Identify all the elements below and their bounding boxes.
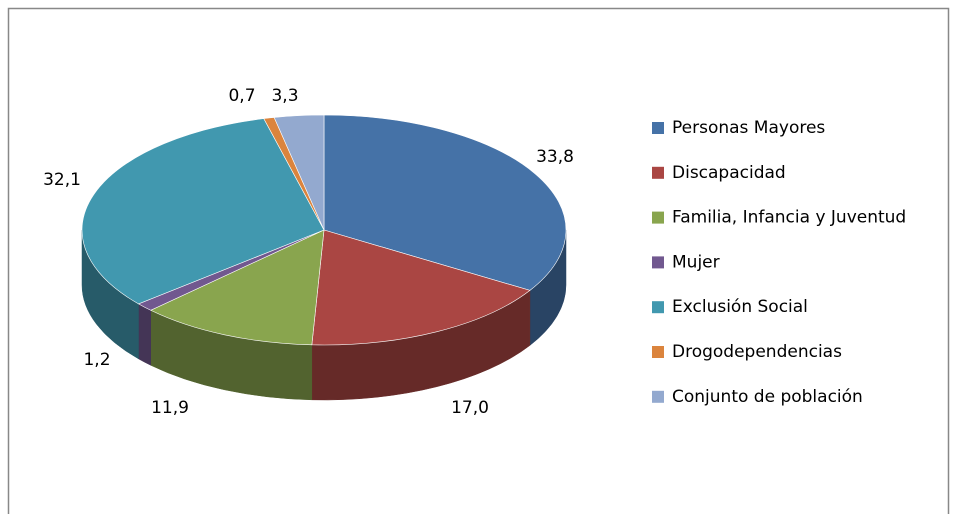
slice: [273, 114, 325, 231]
slice: [311, 229, 531, 346]
data-label: 1,2: [83, 350, 110, 370]
data-label: 0,7: [228, 86, 255, 106]
legend-label: Conjunto de población: [672, 387, 863, 407]
legend-swatch: [652, 256, 664, 269]
slice: [323, 114, 567, 291]
slice: [81, 118, 325, 305]
legend-label: Drogodependencias: [672, 342, 842, 362]
legend-swatch: [652, 301, 664, 314]
slice: [150, 229, 325, 346]
slice-side: [138, 303, 151, 366]
data-label: 11,9: [151, 398, 189, 418]
legend-label: Familia, Infancia y Juventud: [672, 208, 906, 228]
legend-label: Personas Mayores: [672, 118, 825, 138]
legend-swatch: [652, 346, 664, 358]
data-label: 33,8: [536, 147, 574, 167]
legend-label: Exclusión Social: [672, 297, 808, 317]
legend-label: Discapacidad: [672, 163, 786, 183]
data-label: 32,1: [43, 170, 81, 190]
data-label: 17,0: [451, 398, 489, 418]
legend-swatch: [652, 211, 664, 224]
legend-swatch: [652, 166, 664, 179]
data-label: 3,3: [271, 86, 298, 106]
legend-label: Mujer: [672, 252, 720, 272]
legend-swatch: [652, 122, 664, 134]
chart-border: [7, 7, 950, 514]
legend-swatch: [652, 390, 664, 403]
